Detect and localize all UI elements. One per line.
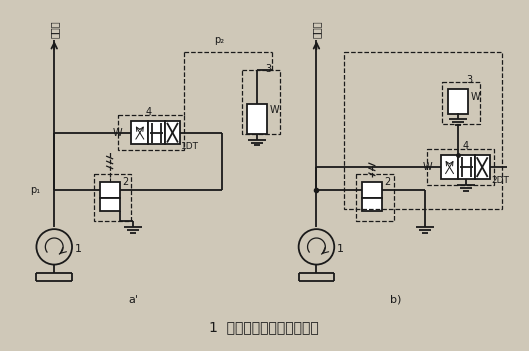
Text: 仕系统: 仕系统	[312, 20, 322, 38]
Bar	[100, 182, 120, 198]
Bar	[100, 198, 120, 211]
Bar	[441, 155, 458, 179]
Bar	[362, 182, 382, 198]
Text: W: W	[471, 92, 480, 102]
Bar	[131, 121, 148, 145]
Bar	[362, 198, 382, 211]
Text: W: W	[270, 105, 279, 115]
Text: 4: 4	[145, 107, 151, 117]
Bar	[475, 155, 490, 179]
Text: W: W	[423, 162, 432, 172]
Bar	[427, 150, 494, 185]
Bar	[94, 174, 131, 221]
Text: 4: 4	[463, 141, 469, 151]
Bar	[148, 121, 165, 145]
Bar	[356, 174, 394, 221]
Text: 2: 2	[123, 177, 129, 187]
Text: p₂: p₂	[215, 35, 225, 45]
Text: 1  双溢流阀式二级调压回路: 1 双溢流阀式二级调压回路	[209, 320, 319, 335]
Text: 3: 3	[265, 64, 271, 74]
Text: 1: 1	[75, 244, 82, 254]
Text: 2: 2	[385, 177, 391, 187]
Text: 3: 3	[466, 74, 472, 85]
Bar	[247, 104, 267, 134]
Text: a': a'	[129, 295, 139, 305]
Text: p₁: p₁	[30, 185, 40, 195]
Bar	[448, 90, 468, 114]
Bar	[242, 70, 280, 134]
Text: 2DT: 2DT	[491, 176, 509, 185]
Bar	[117, 115, 184, 151]
Bar	[458, 155, 475, 179]
Text: W: W	[113, 128, 123, 138]
Bar	[344, 52, 503, 210]
Text: 1: 1	[337, 244, 344, 254]
Bar	[165, 121, 180, 145]
Text: 1DT: 1DT	[181, 141, 199, 151]
Bar	[442, 81, 480, 124]
Text: b): b)	[390, 295, 402, 305]
Text: 仕系统: 仕系统	[49, 20, 59, 38]
